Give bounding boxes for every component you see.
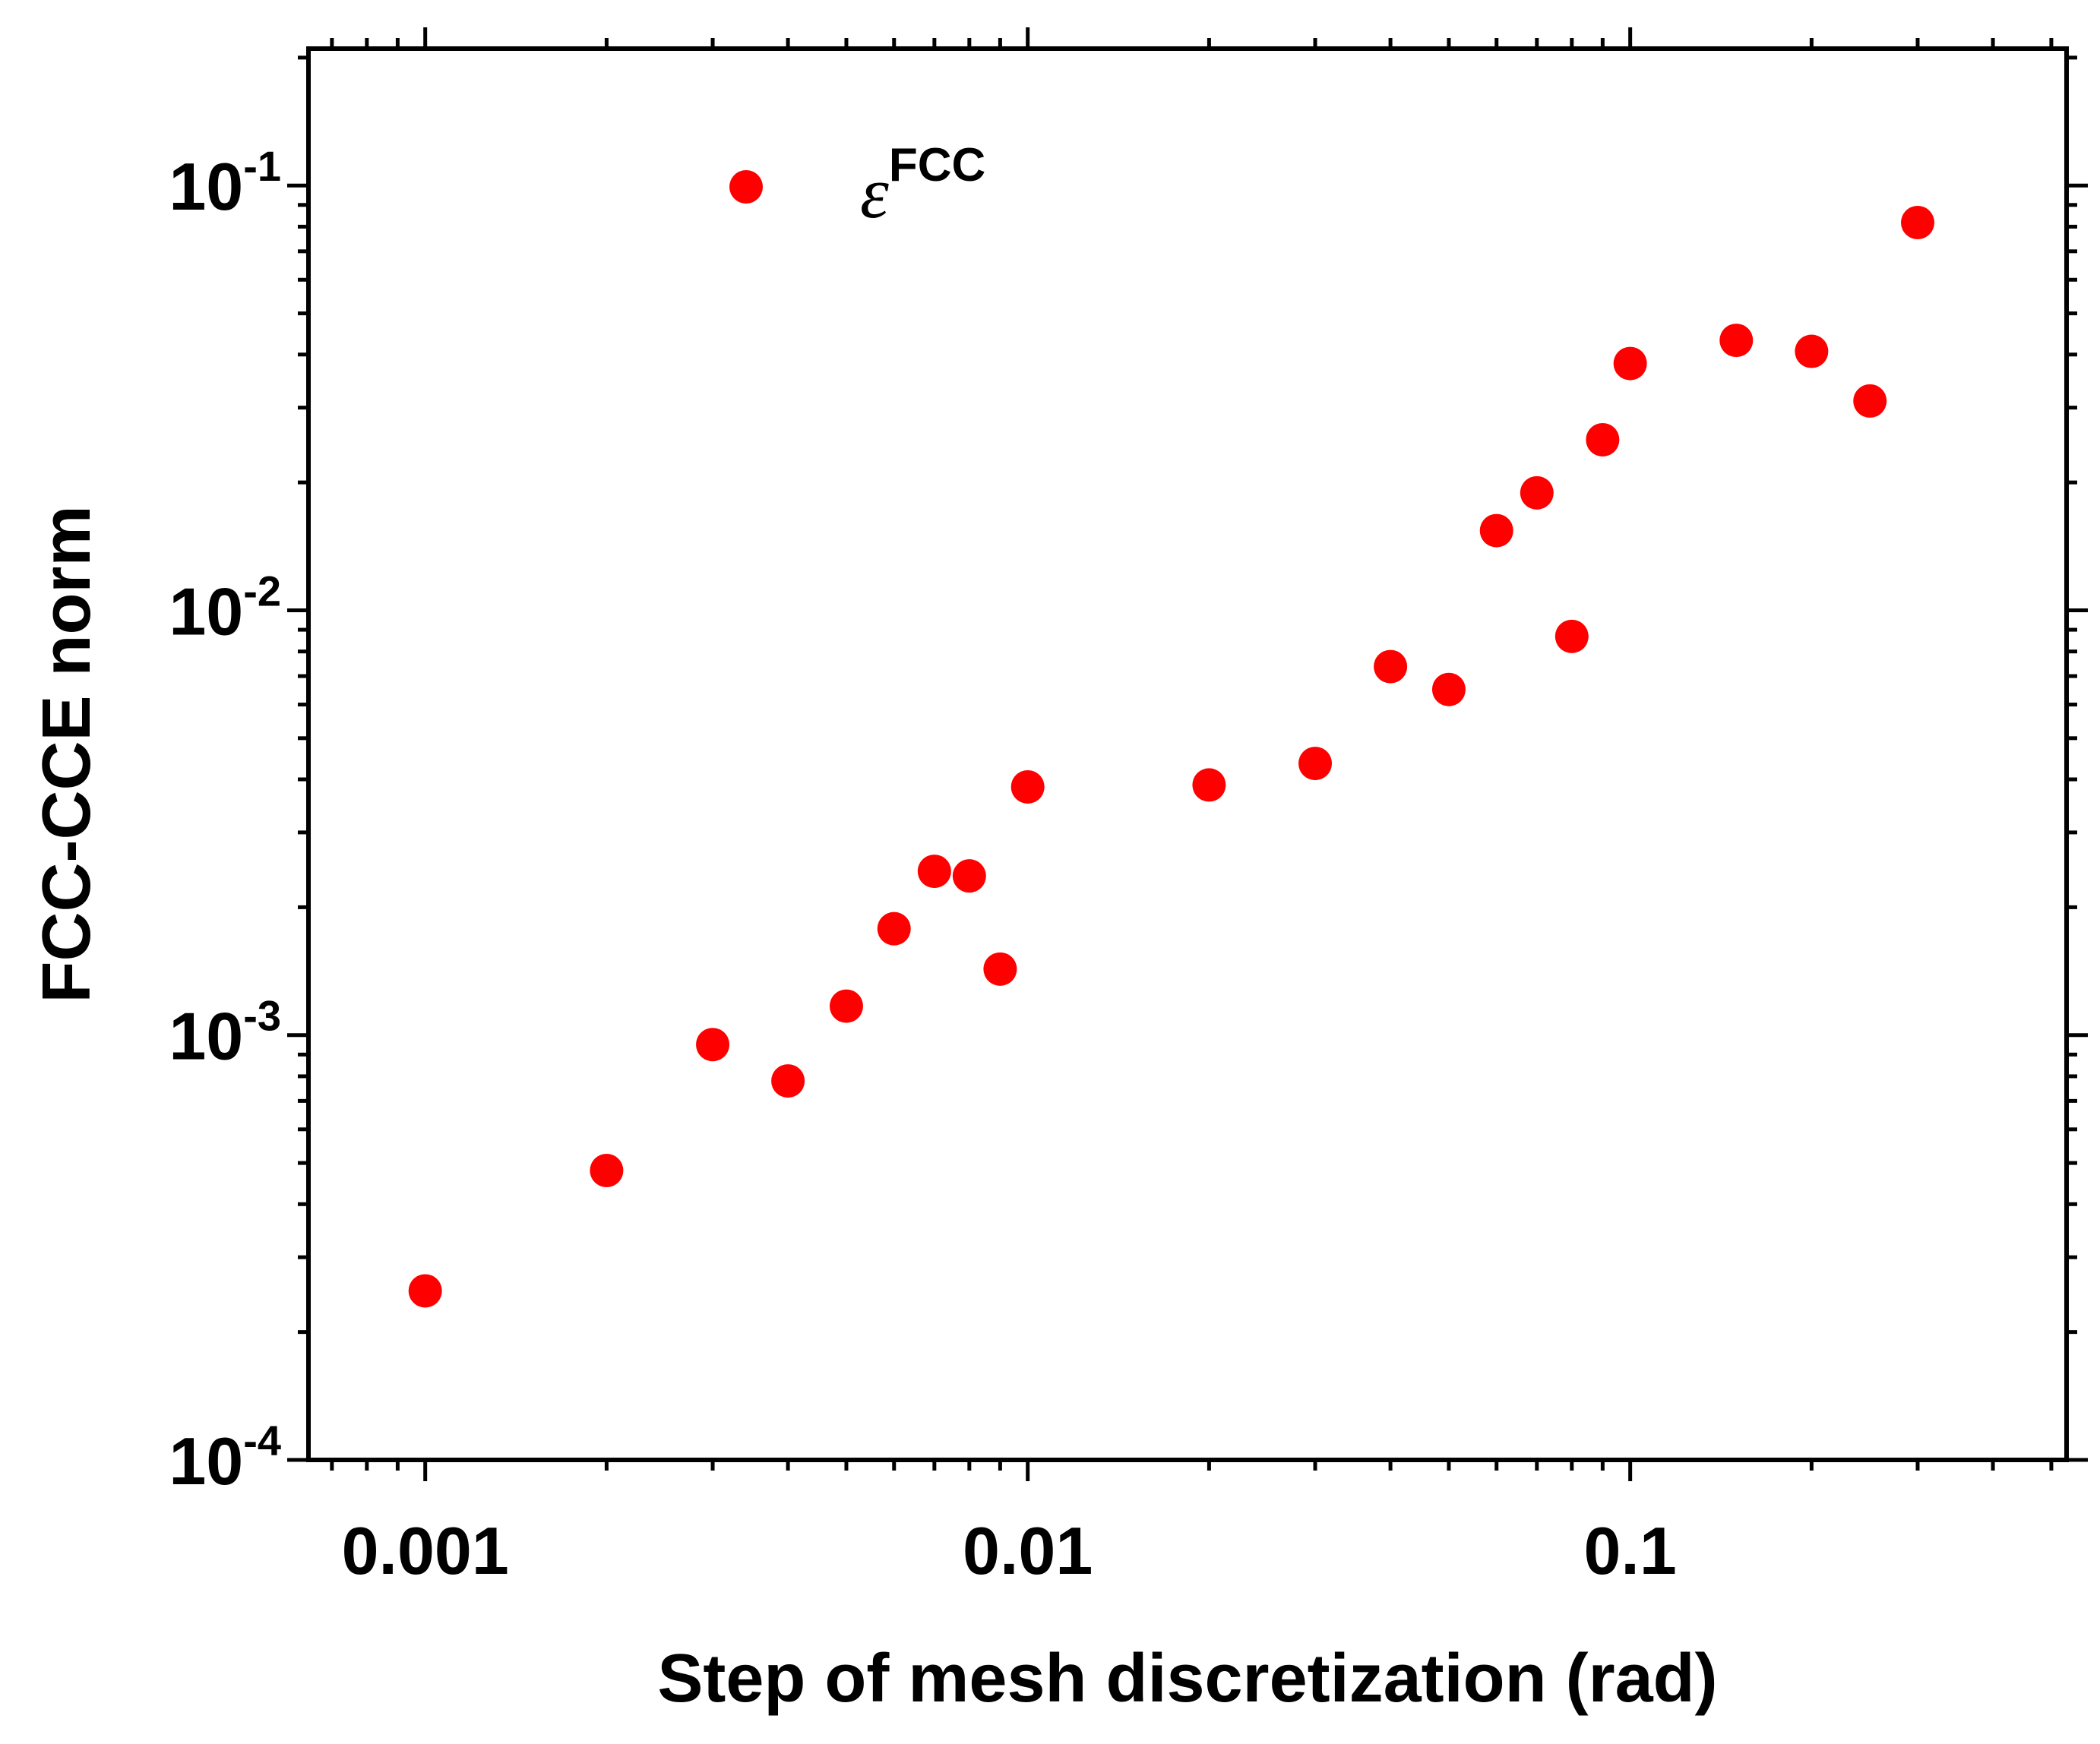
y-tick-base: 10 [169, 573, 243, 649]
data-point [1719, 324, 1754, 358]
data-point [1613, 346, 1647, 381]
y-tick-exponent: -3 [243, 992, 281, 1040]
x-tick-label: 0.01 [963, 1513, 1093, 1588]
tick-labels: 0.001 0.01 0.110-410-310-210-1 [169, 142, 1677, 1588]
data-point [1554, 619, 1589, 653]
y-tick-base: 10 [169, 1423, 243, 1499]
y-tick-base: 10 [169, 149, 243, 224]
data-point [1586, 422, 1620, 457]
data-point [1901, 205, 1935, 239]
y-tick-base: 10 [169, 999, 243, 1074]
data-point [590, 1154, 624, 1188]
y-tick-exponent: -2 [243, 567, 281, 615]
data-point [408, 1274, 442, 1308]
x-axis-title: Step of mesh discretization (rad) [657, 1641, 1717, 1717]
y-tick-label: 10-1 [169, 142, 281, 224]
y-tick-exponent: -4 [243, 1417, 281, 1464]
x-tick-label: 0.001 [342, 1513, 509, 1588]
data-point [771, 1064, 805, 1098]
data-point [696, 1028, 730, 1062]
data-point [877, 911, 911, 946]
y-tick-label: 10-2 [169, 567, 281, 649]
data-point [983, 952, 1017, 986]
data-point [1374, 649, 1408, 684]
data-point [1192, 768, 1226, 802]
plot-frame [306, 46, 2069, 1462]
legend-superscript: FCC [889, 139, 985, 191]
data-point [1298, 747, 1333, 781]
legend: εFCC [729, 139, 985, 233]
y-tick-exponent: -1 [243, 142, 281, 190]
data-point [829, 989, 863, 1023]
axis-ticks [287, 27, 2088, 1481]
data-point [952, 859, 986, 893]
data-points [408, 205, 1935, 1308]
y-axis-title: FCC-CCE norm [29, 506, 105, 1003]
data-point [1795, 334, 1829, 368]
data-point [1431, 672, 1466, 706]
x-tick-label: 0.1 [1583, 1513, 1676, 1588]
y-tick-label: 10-4 [169, 1417, 281, 1499]
data-point [1010, 769, 1045, 804]
legend-symbol: ε [860, 152, 889, 233]
data-point [1520, 475, 1554, 510]
data-point [1853, 384, 1887, 418]
y-tick-label: 10-3 [169, 992, 281, 1074]
data-point [917, 855, 951, 889]
legend-marker [729, 170, 763, 204]
data-point [1479, 513, 1513, 548]
legend-label: εFCC [860, 139, 985, 233]
